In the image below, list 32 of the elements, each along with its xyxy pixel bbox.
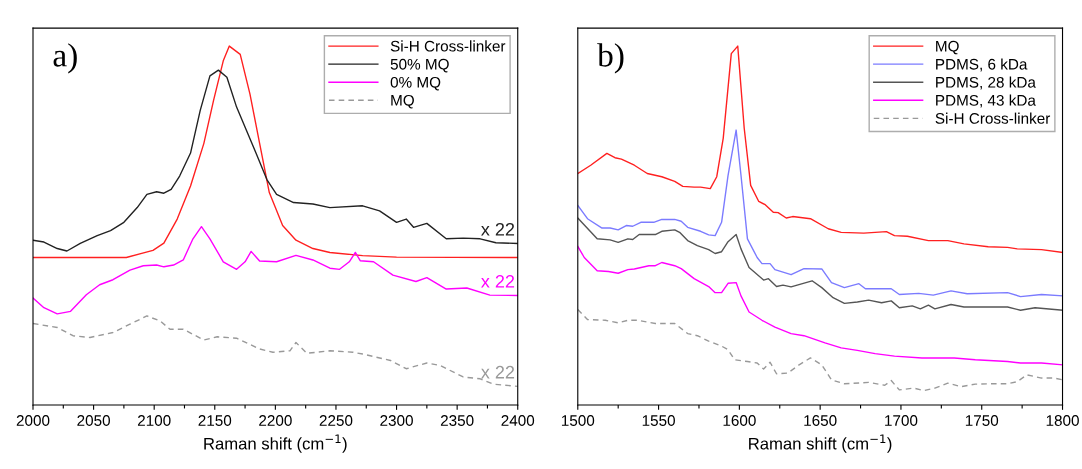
x-tick-label: 1800 (1046, 415, 1079, 426)
annotation: b) (597, 43, 624, 74)
x-tick-label: 2350 (440, 415, 474, 426)
x-tick-label: 1500 (561, 415, 595, 426)
x-tick-label: 2150 (198, 415, 232, 426)
legend-label: MQ (391, 94, 414, 109)
x-tick-label: 2300 (380, 415, 413, 426)
annotation: x 22 (481, 222, 515, 236)
x-tick-label: 1750 (965, 415, 999, 426)
x-tick-label: 1600 (723, 415, 756, 426)
legend-label: PDMS, 6 kDa (936, 58, 1028, 72)
x-tick-label: 1550 (642, 415, 675, 426)
legend-label: 0% MQ (390, 76, 441, 91)
x-tick-label: 2100 (137, 415, 171, 426)
x-tick-label: 2050 (77, 415, 110, 426)
x-tick-label: 2250 (319, 415, 353, 426)
legend-label: PDMS, 43 kDa (936, 94, 1036, 108)
x-tick-label: 2400 (501, 415, 535, 426)
x-tick-label: 2200 (259, 415, 292, 426)
x-tick-label: 2000 (16, 415, 50, 426)
legend-label: 50% MQ (390, 58, 449, 73)
annotation: x 22 (481, 275, 515, 288)
legend-label: Si-H Cross-linker (935, 112, 1051, 124)
x-tick-label: 1650 (804, 415, 837, 426)
annotation: x 22 (481, 365, 515, 379)
x-axis-title: Raman shift (cm$^{−1}$) (204, 434, 347, 453)
annotation: a) (53, 43, 77, 74)
legend-label: MQ (936, 40, 959, 55)
x-tick-label: 1700 (885, 415, 918, 426)
legend-label: PDMS, 28 kDa (936, 76, 1036, 90)
x-axis-title: Raman shift (cm$^{−1}$) (749, 434, 892, 453)
legend-label: Si-H Cross-linker (390, 40, 506, 52)
